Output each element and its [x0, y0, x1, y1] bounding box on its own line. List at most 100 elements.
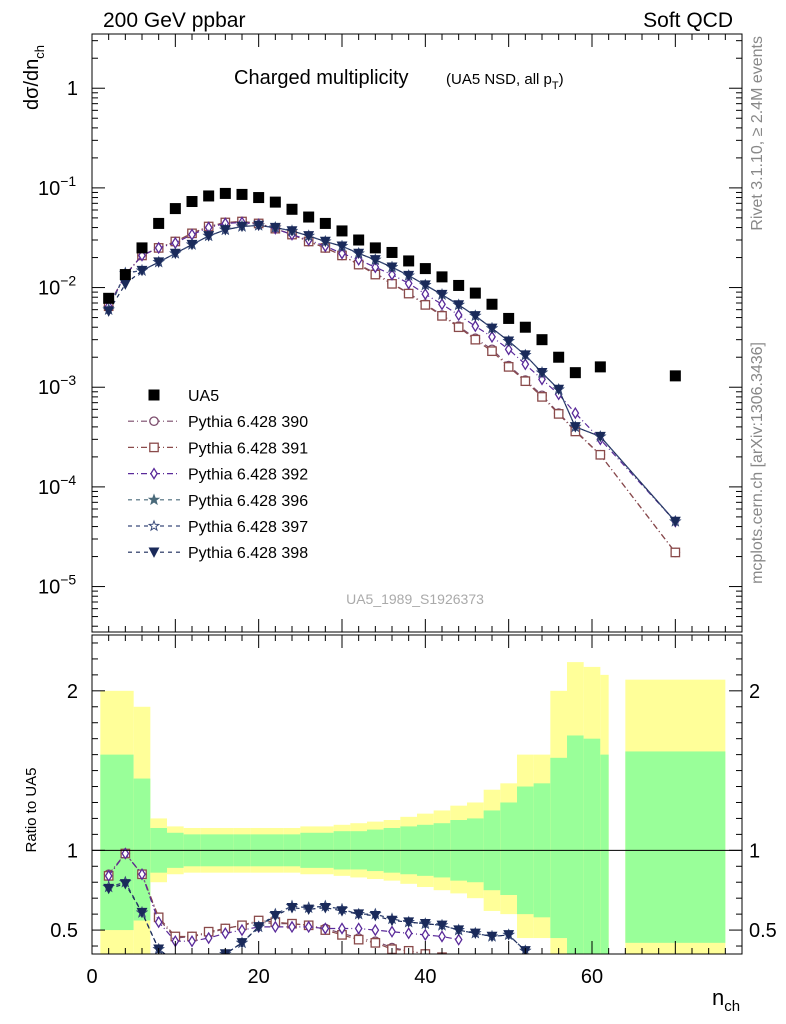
y-tick-label-main: 10−5: [38, 572, 76, 599]
marker-triangle-down: [319, 236, 331, 248]
axis-ticks: [91, 34, 742, 954]
series-line-ratio: [108, 883, 526, 954]
main-panel-frame: [91, 33, 743, 633]
marker-square: [387, 278, 397, 289]
marker-triangle-down: [103, 883, 115, 895]
marker-square: [537, 392, 547, 402]
marker-filled-square: [419, 263, 431, 275]
marker-triangle-down: [286, 903, 298, 914]
marker-diamond: [338, 922, 346, 935]
marker-square: [353, 934, 364, 945]
marker-triangle-down: [253, 922, 265, 933]
marker-triangle-down: [369, 911, 381, 922]
marker-star-open: [187, 957, 197, 966]
marker-filled-square: [486, 298, 498, 310]
marker-filled-square: [269, 196, 281, 208]
marker-triangle-down: [119, 279, 131, 290]
marker-filled-square: [153, 217, 165, 229]
legend: UA5 Pythia 6.428 390 Pythia 6.428 391 Pythi…: [128, 388, 308, 562]
band-inner-bin: [583, 738, 601, 954]
marker-diamond: [421, 928, 430, 942]
marker-triangle-down: [403, 270, 415, 282]
marker-triangle-down: [436, 920, 448, 931]
marker-triangle-down: [269, 911, 281, 922]
marker-triangle-down: [136, 265, 148, 277]
x-tick-label: 60: [581, 966, 603, 988]
marker-diamond: [388, 268, 396, 281]
marker-triangle-down: [519, 350, 531, 361]
marker-triangle-down: [148, 547, 160, 558]
band-inner-bin: [117, 754, 134, 931]
y-tick-label-main: 10−1: [38, 173, 76, 200]
marker-diamond: [271, 920, 280, 934]
marker-diamond: [504, 343, 513, 356]
marker-triangle-down: [103, 306, 115, 317]
legend-label: Pythia 6.428 396: [188, 493, 308, 510]
marker-triangle-down: [303, 904, 315, 916]
marker-triangle-down: [336, 906, 348, 917]
marker-diamond: [321, 922, 330, 935]
marker-diamond: [371, 260, 380, 274]
legend-label: Pythia 6.428 390: [188, 414, 308, 431]
marker-filled-square: [169, 203, 181, 215]
header-category: Soft QCD: [643, 9, 733, 32]
marker-diamond: [154, 241, 163, 255]
marker-filled-square: [303, 211, 315, 223]
ratio-uncertainty-bands: [100, 662, 726, 954]
band-inner-bin: [133, 778, 151, 921]
marker-square: [454, 956, 462, 964]
band-inner-bin: [500, 802, 517, 895]
analysis-watermark: UA5_1989_S1926373: [346, 591, 484, 607]
marker-filled-square: [319, 217, 331, 229]
y-tick-label-main: 1: [67, 78, 78, 100]
marker-star-open: [208, 952, 210, 954]
y-tick-label-ratio-right: 1: [749, 840, 760, 862]
marker-diamond: [304, 920, 313, 934]
marker-diamond: [571, 406, 580, 420]
marker-triangle-down: [503, 930, 515, 941]
marker-filled-square: [369, 242, 381, 254]
marker-triangle-down: [169, 248, 181, 260]
marker-filled-square: [119, 269, 131, 281]
marker-diamond: [454, 308, 463, 322]
marker-triangle-down: [253, 220, 265, 232]
marker-triangle-down: [119, 879, 131, 890]
marker-filled-square: [436, 271, 448, 283]
header-process: 200 GeV ppbar: [103, 9, 245, 32]
series-line-ratio: [108, 881, 526, 954]
marker-triangle-down: [403, 917, 415, 928]
marker-triangle-down: [236, 221, 248, 233]
series-line-ratio: [108, 852, 459, 942]
marker-filled-square: [353, 234, 365, 246]
axis-tick-labels: 0 20 40 60 10−5 10−4 10−3 10−2 10−1 1 0.5 0.5 1 1 2 2: [38, 78, 777, 988]
marker-diamond: [538, 373, 546, 386]
marker-triangle-down: [204, 955, 213, 964]
y-tick-label-ratio-left: 2: [67, 681, 78, 703]
series-line-ratio: [108, 852, 429, 954]
y-tick-label-ratio-left: 0.5: [50, 920, 78, 942]
marker-diamond: [150, 467, 158, 480]
ratio-panel-frame: [91, 634, 743, 955]
marker-diamond: [204, 931, 213, 945]
marker-star: [147, 493, 161, 506]
marker-triangle-down: [353, 909, 365, 920]
x-tick-label: 0: [86, 966, 97, 988]
y-axis-label-ratio: Ratio to UA5: [23, 767, 40, 852]
marker-diamond: [471, 319, 480, 333]
legend-label: Pythia 6.428 391: [188, 440, 308, 457]
band-inner-bin: [100, 754, 117, 931]
marker-diamond: [438, 930, 446, 943]
marker-circle: [454, 956, 462, 964]
marker-filled-square: [536, 334, 548, 346]
main-series-group: [102, 216, 682, 558]
marker-square: [403, 288, 414, 299]
marker-diamond: [138, 867, 146, 881]
band-inner-bin: [625, 751, 726, 943]
x-tick-label: 40: [414, 966, 436, 988]
marker-filled-square: [186, 196, 198, 208]
marker-diamond: [238, 923, 246, 937]
y-tick-label-main: 10−4: [38, 472, 76, 499]
y-tick-label-ratio-right: 2: [749, 681, 760, 703]
marker-filled-square: [594, 361, 606, 373]
